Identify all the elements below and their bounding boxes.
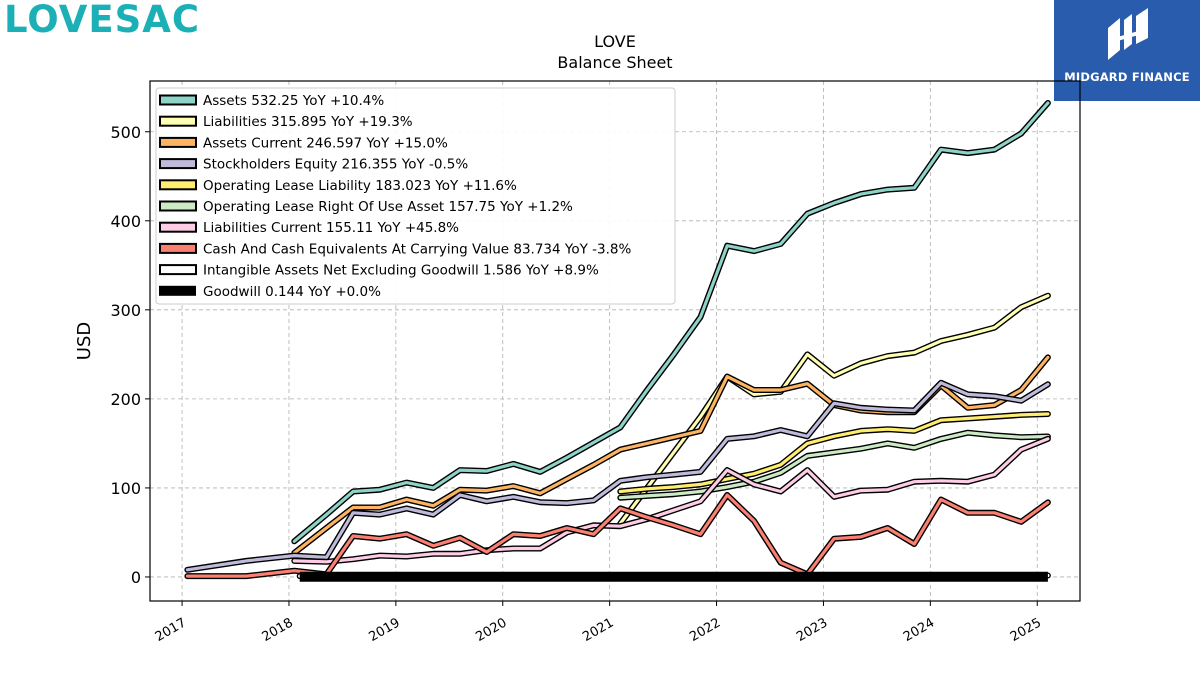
series-line-liabilities — [618, 294, 1050, 526]
legend-swatch-liabilities — [159, 115, 197, 127]
series-line-stockholders-equity — [185, 381, 1050, 572]
series-line-cash-and-cash-equivalents-at-carrying-value — [185, 493, 1050, 578]
legend-swatch-operating-lease-liability — [159, 179, 197, 191]
legend-swatch-goodwill — [159, 285, 196, 296]
chart-title: LOVE — [594, 32, 636, 51]
legend-label-goodwill: Goodwill 0.144 YoY +0.0% — [203, 284, 381, 300]
y-tick-label: 100 — [110, 479, 141, 498]
series-line-operating-lease-liability — [618, 412, 1050, 494]
legend-swatch-intangible-assets-net-excluding-goodwill — [159, 264, 197, 276]
legend-box — [155, 87, 676, 305]
legend-label-operating-lease-liability: Operating Lease Liability 183.023 YoY +1… — [203, 178, 517, 194]
y-tick-label: 500 — [110, 123, 141, 142]
chart-subtitle: Balance Sheet — [557, 53, 672, 72]
series-line-assets — [292, 101, 1050, 543]
legend-swatch-assets-current — [159, 136, 197, 148]
x-tick-label: 2021 — [580, 615, 616, 645]
legend-swatch-liabilities-current — [159, 221, 197, 233]
legend-label-cash-and-cash-equivalents-at-carrying-value: Cash And Cash Equivalents At Carrying Va… — [203, 241, 631, 257]
midgard-finance-logo: MIDGARD FINANCE — [1054, 0, 1200, 101]
y-tick-label: 300 — [110, 301, 141, 320]
legend-swatch-assets — [159, 94, 197, 106]
x-tick-label: 2019 — [367, 615, 403, 645]
legend-label-liabilities: Liabilities 315.895 YoY +19.3% — [203, 114, 413, 130]
y-tick-label: 200 — [110, 390, 141, 409]
midgard-emblem-icon — [1108, 8, 1148, 60]
legend-label-intangible-assets-net-excluding-goodwill: Intangible Assets Net Excluding Goodwill… — [203, 263, 599, 279]
partner-name: MIDGARD FINANCE — [1064, 70, 1190, 84]
x-tick-label: 2017 — [153, 615, 189, 645]
y-axis-label: USD — [74, 322, 95, 360]
x-tick-label: 2025 — [1008, 615, 1044, 645]
lovesac-logo: LOVESAC — [4, 0, 201, 41]
x-tick-label: 2024 — [901, 615, 937, 645]
legend-label-liabilities-current: Liabilities Current 155.11 YoY +45.8% — [203, 220, 459, 236]
series-line-operating-lease-right-of-use-asset — [618, 431, 1050, 500]
series-line-liabilities-current — [292, 437, 1050, 564]
y-tick-label: 400 — [110, 212, 141, 231]
series-layer — [184, 100, 1051, 582]
legend-label-stockholders-equity: Stockholders Equity 216.355 YoY -0.5% — [203, 157, 468, 173]
legend-label-assets-current: Assets Current 246.597 YoY +15.0% — [203, 135, 448, 151]
legend: Assets 532.25 YoY +10.4% Liabilities 315.… — [155, 87, 676, 305]
legend-swatch-operating-lease-right-of-use-asset — [159, 200, 197, 212]
legend-label-assets: Assets 532.25 YoY +10.4% — [203, 93, 384, 109]
legend-swatch-cash-and-cash-equivalents-at-carrying-value — [159, 242, 197, 254]
plot-frame — [149, 80, 1081, 602]
x-tick-label: 2018 — [260, 615, 296, 645]
x-tick-label: 2022 — [687, 615, 723, 645]
legend-swatch-stockholders-equity — [159, 158, 197, 170]
x-tick-label: 2023 — [794, 615, 830, 645]
y-tick-label: 0 — [131, 568, 141, 587]
legend-label-operating-lease-right-of-use-asset: Operating Lease Right Of Use Asset 157.7… — [203, 199, 573, 215]
x-tick-label: 2020 — [473, 615, 509, 645]
